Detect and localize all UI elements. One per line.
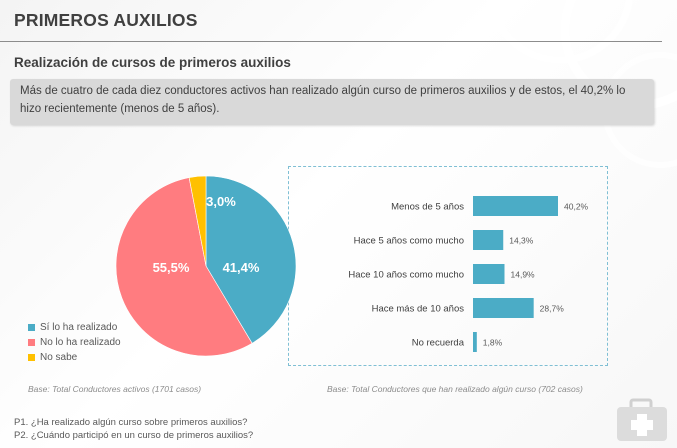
pie-slice-0 (205, 175, 297, 344)
legend-label-si: Sí lo ha realizado (40, 322, 118, 333)
page-title: PRIMEROS AUXILIOS (14, 10, 198, 30)
pie-chart: 41,4% 55,5% 3,0% (115, 175, 297, 357)
legend-swatch-nosabe (28, 354, 35, 361)
pie-slice-1 (115, 177, 253, 357)
question-notes: P1. ¿Ha realizado algún curso sobre prim… (14, 416, 253, 442)
bar-0 (473, 196, 558, 216)
bar-chart: Menos de 5 años 40,2% Hace 5 años como muc… (348, 196, 589, 352)
summary-text: Más de cuatro de cada diez conductores a… (20, 85, 626, 115)
question-p2: P2. ¿Cuándo participó en un curso de pri… (14, 430, 254, 441)
legend-label-nosabe: No sabe (40, 352, 78, 363)
bar-data-label-2: 14,9% (511, 270, 536, 280)
legend-swatch-si (28, 324, 35, 331)
legend-swatch-no (28, 339, 35, 346)
bar-data-label-0: 40,2% (564, 202, 589, 212)
pie-data-label-1: 55,5% (153, 260, 190, 275)
bar-category-label-3: Hace más de 10 años (372, 304, 465, 315)
pie-legend: Sí lo ha realizado No lo ha realizado No… (28, 320, 121, 365)
summary-box: Más de cuatro de cada diez conductores a… (10, 79, 654, 125)
section-subtitle: Realización de cursos de primeros auxili… (14, 55, 291, 70)
bar-1 (473, 230, 504, 250)
base-note-right: Base: Total Conductores que han realizad… (327, 384, 583, 394)
bar-data-label-3: 28,7% (540, 304, 565, 314)
pie-slice-2 (188, 175, 207, 267)
pie-data-label-2: 3,0% (206, 194, 236, 209)
question-p1: P1. ¿Ha realizado algún curso sobre prim… (14, 417, 248, 428)
bar-data-label-4: 1,8% (483, 338, 503, 348)
title-divider (0, 41, 662, 42)
bar-category-label-4: No recuerda (412, 338, 465, 349)
first-aid-kit-icon (617, 398, 667, 441)
bar-2 (473, 264, 505, 284)
base-note-left: Base: Total Conductores activos (1701 ca… (28, 384, 202, 394)
legend-item-si: Sí lo ha realizado (28, 320, 121, 335)
bar-category-label-0: Menos de 5 años (391, 202, 464, 213)
legend-item-no: No lo ha realizado (28, 335, 121, 350)
bar-3 (473, 298, 534, 318)
pie-data-label-0: 41,4% (223, 260, 260, 275)
bar-category-label-2: Hace 10 años como mucho (348, 270, 464, 281)
bar-data-label-1: 14,3% (509, 236, 534, 246)
bar-category-label-1: Hace 5 años como mucho (354, 236, 464, 247)
bar-4 (473, 332, 477, 352)
legend-label-no: No lo ha realizado (40, 337, 121, 348)
legend-item-nosabe: No sabe (28, 350, 121, 365)
